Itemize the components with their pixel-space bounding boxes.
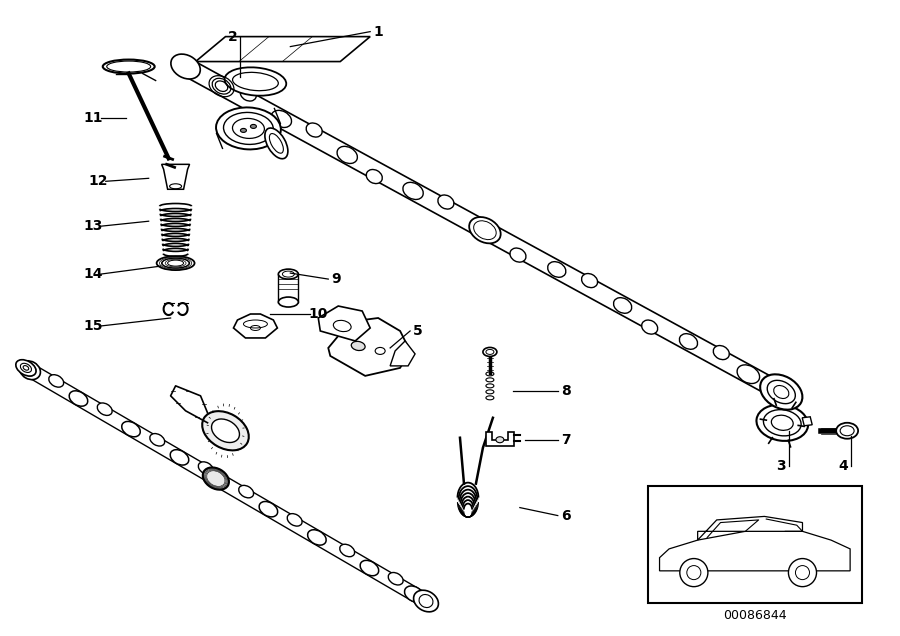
Polygon shape [195,37,370,62]
Ellipse shape [581,273,598,287]
Ellipse shape [614,298,632,314]
Ellipse shape [388,572,403,585]
Ellipse shape [483,347,497,356]
Text: 9: 9 [331,272,341,286]
Ellipse shape [238,485,254,498]
Ellipse shape [271,111,292,127]
Ellipse shape [20,361,40,380]
Ellipse shape [366,170,382,184]
Text: 8: 8 [561,384,571,398]
Polygon shape [328,318,410,376]
Polygon shape [233,314,277,338]
Polygon shape [660,531,850,571]
Text: 6: 6 [561,509,571,523]
Text: 1: 1 [374,25,383,39]
Text: 12: 12 [88,174,107,188]
Bar [648,486,862,604]
Text: 00086844: 00086844 [723,609,787,622]
Circle shape [788,558,816,586]
Ellipse shape [642,320,658,334]
Ellipse shape [308,530,326,545]
Ellipse shape [97,403,112,415]
Ellipse shape [212,419,239,443]
Ellipse shape [202,467,229,490]
Polygon shape [802,417,812,425]
Ellipse shape [170,450,189,465]
Ellipse shape [714,345,729,359]
Ellipse shape [240,87,256,101]
Ellipse shape [404,586,423,602]
Ellipse shape [287,514,302,526]
Ellipse shape [548,261,566,277]
Ellipse shape [16,360,36,376]
Ellipse shape [216,107,281,149]
Ellipse shape [278,297,298,307]
Circle shape [680,558,708,586]
Text: 13: 13 [83,219,103,233]
Ellipse shape [438,195,454,209]
Text: 5: 5 [413,324,423,338]
Text: 4: 4 [838,459,848,473]
Ellipse shape [157,256,194,270]
Ellipse shape [496,437,504,443]
Ellipse shape [278,269,298,279]
Ellipse shape [103,60,155,74]
Ellipse shape [306,123,322,137]
Ellipse shape [122,422,140,437]
Ellipse shape [414,590,438,612]
Ellipse shape [225,67,286,95]
Ellipse shape [765,380,792,401]
Ellipse shape [202,411,248,450]
Ellipse shape [69,391,87,406]
Ellipse shape [171,54,201,79]
Ellipse shape [351,342,365,350]
Ellipse shape [338,146,357,163]
Text: 14: 14 [83,267,103,281]
Text: 11: 11 [83,111,103,125]
Ellipse shape [340,544,355,556]
Text: 15: 15 [83,319,103,333]
Ellipse shape [240,128,247,132]
Ellipse shape [836,423,858,439]
Ellipse shape [149,434,165,446]
Ellipse shape [49,375,64,387]
Ellipse shape [259,502,278,517]
Text: 10: 10 [309,307,328,321]
Text: 3: 3 [777,459,786,473]
Ellipse shape [250,125,256,128]
Polygon shape [390,341,415,366]
Polygon shape [698,516,803,540]
Ellipse shape [510,248,526,262]
Ellipse shape [360,560,379,576]
Ellipse shape [198,462,213,474]
Ellipse shape [760,375,803,410]
Ellipse shape [680,334,698,349]
Ellipse shape [265,128,288,159]
Ellipse shape [737,365,760,384]
Polygon shape [162,164,190,190]
Ellipse shape [757,404,808,441]
Text: 2: 2 [228,30,238,44]
Ellipse shape [469,217,500,244]
Ellipse shape [403,183,423,200]
Polygon shape [486,432,514,446]
Polygon shape [319,306,370,341]
Text: 7: 7 [561,432,571,446]
